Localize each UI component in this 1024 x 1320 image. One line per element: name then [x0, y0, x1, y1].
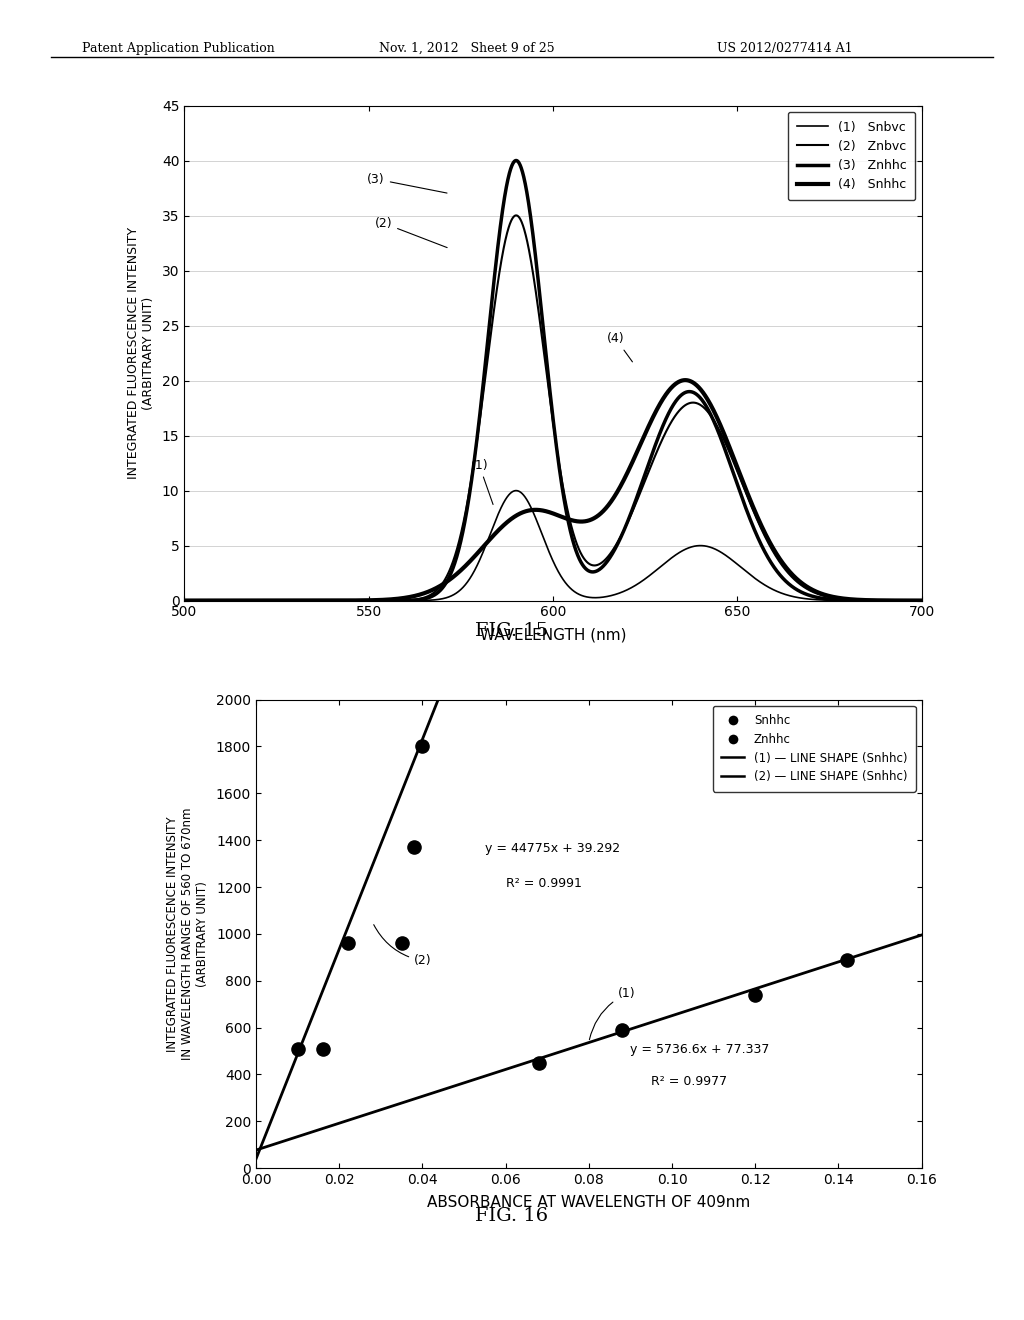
Text: R² = 0.9991: R² = 0.9991: [506, 876, 582, 890]
Point: [414, 737, 430, 758]
Point: [393, 933, 410, 954]
Text: y = 5736.6x + 77.337: y = 5736.6x + 77.337: [631, 1043, 770, 1056]
X-axis label: ABSORBANCE AT WAVELENGTH OF 409nm: ABSORBANCE AT WAVELENGTH OF 409nm: [427, 1196, 751, 1210]
Text: (4): (4): [607, 333, 633, 362]
Text: (2): (2): [375, 216, 447, 248]
Text: (1): (1): [470, 458, 494, 504]
Point: [839, 949, 855, 970]
Text: (2): (2): [374, 925, 432, 968]
X-axis label: WAVELENGTH (nm): WAVELENGTH (nm): [479, 628, 627, 643]
Point: [339, 933, 355, 954]
Text: R² = 0.9977: R² = 0.9977: [651, 1074, 727, 1088]
Point: [748, 985, 764, 1006]
Text: Patent Application Publication: Patent Application Publication: [82, 42, 274, 55]
Text: (1): (1): [590, 987, 636, 1040]
Y-axis label: INTEGRATED FLUORESCENCE INTENSITY
IN WAVELENGTH RANGE OF 560 TO 670nm
(ARBITRARY: INTEGRATED FLUORESCENCE INTENSITY IN WAV…: [166, 808, 209, 1060]
Point: [406, 837, 422, 858]
Y-axis label: INTEGRATED FLUORESCENCE INTENSITY
(ARBITRARY UNIT): INTEGRATED FLUORESCENCE INTENSITY (ARBIT…: [127, 227, 155, 479]
Text: Nov. 1, 2012   Sheet 9 of 25: Nov. 1, 2012 Sheet 9 of 25: [379, 42, 555, 55]
Text: y = 44775x + 39.292: y = 44775x + 39.292: [484, 842, 620, 855]
Point: [530, 1052, 547, 1073]
Text: FIG. 15: FIG. 15: [475, 622, 549, 640]
Text: US 2012/0277414 A1: US 2012/0277414 A1: [717, 42, 852, 55]
Legend: Snhhc, Znhhc, (1) — LINE SHAPE (Snhhc), (2) — LINE SHAPE (Snhhc): Snhhc, Znhhc, (1) — LINE SHAPE (Snhhc), …: [713, 705, 915, 792]
Legend: (1)   Snbvc, (2)   Znbvc, (3)   Znhhc, (4)   Snhhc: (1) Snbvc, (2) Znbvc, (3) Znhhc, (4) Snh…: [787, 112, 915, 201]
Text: (3): (3): [368, 173, 447, 193]
Text: FIG. 16: FIG. 16: [475, 1206, 549, 1225]
Point: [314, 1039, 331, 1060]
Point: [613, 1019, 630, 1040]
Point: [290, 1039, 306, 1060]
